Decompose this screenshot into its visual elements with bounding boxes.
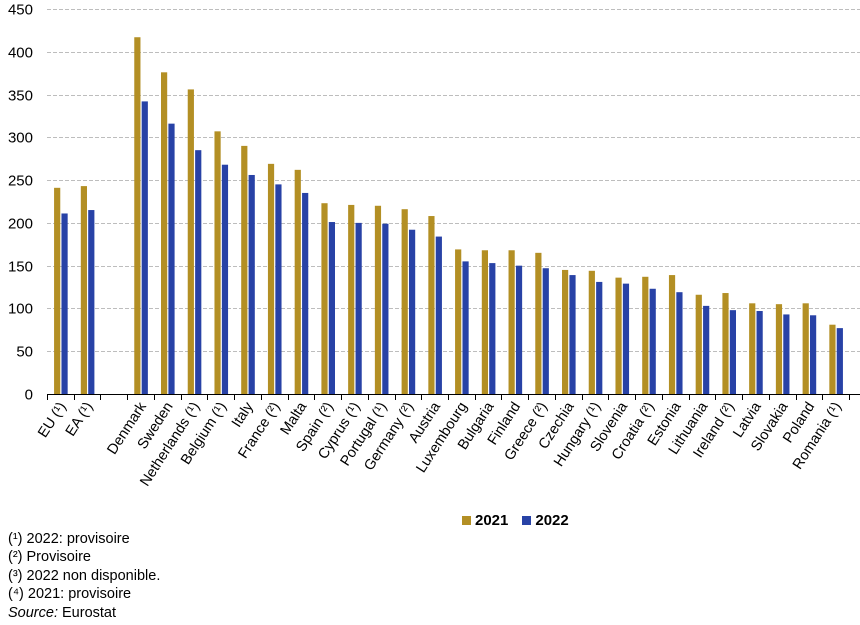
footnote-4: (⁴) 2021: provisoire [8, 586, 132, 603]
bar-2021 [374, 205, 382, 394]
bar-2022 [168, 123, 175, 395]
bar-2022 [810, 315, 817, 394]
bar-2021 [481, 250, 488, 394]
bar-2021 [535, 252, 542, 394]
bar-2022 [61, 213, 68, 394]
bar-2021 [161, 72, 168, 395]
bar-2021 [267, 163, 275, 394]
bar-2021 [214, 131, 221, 394]
bar-2022 [542, 268, 549, 394]
legend-swatch-2021 [462, 516, 471, 525]
bar-2021 [642, 276, 649, 394]
bar-2022 [355, 222, 362, 394]
legend-label-2022: 2022 [535, 512, 569, 529]
bar-2022 [756, 311, 763, 394]
bar-2022 [703, 305, 710, 394]
y-tick-label: 250 [8, 173, 33, 190]
y-tick-label: 450 [8, 2, 33, 19]
bar-2021 [722, 293, 729, 394]
bar-2022 [569, 275, 576, 394]
footnote-2: (²) Provisoire [8, 549, 91, 566]
bar-2021 [508, 250, 515, 394]
bar-2022 [676, 292, 683, 394]
bar-2022 [382, 223, 389, 394]
bar-2021 [695, 294, 702, 394]
legend-swatch-2022 [522, 516, 532, 525]
bar-2022 [221, 164, 229, 394]
bar-2021 [562, 269, 569, 394]
bar-2022 [462, 261, 469, 394]
y-tick-label: 400 [8, 45, 33, 62]
bar-2022 [302, 192, 309, 394]
x-tick-label: EA (¹) [63, 399, 97, 439]
y-tick-label: 150 [8, 259, 33, 276]
bar-2022 [489, 263, 496, 394]
bar-2021 [615, 277, 622, 394]
x-tick-label: EU (¹) [35, 399, 69, 440]
bar-2022 [649, 288, 656, 394]
bar-2022 [596, 281, 603, 394]
bar-2021 [294, 169, 301, 394]
bar-2022 [409, 229, 416, 394]
bar-2021 [775, 304, 783, 394]
bar-2022 [836, 328, 843, 394]
source-label: Source: [8, 604, 58, 621]
bar-2021 [829, 324, 836, 394]
y-tick-label: 100 [8, 301, 33, 318]
legend-item-2021: 2021 [462, 512, 508, 529]
bar-2021 [668, 275, 676, 394]
footnote-3: (³) 2022 non disponible. [8, 567, 161, 584]
legend-item-2022: 2022 [522, 512, 569, 529]
footnotes: (¹) 2022: provisoire (²) Provisoire (³) … [8, 530, 160, 622]
bar-2022 [275, 184, 282, 394]
bar-2021 [134, 37, 141, 394]
bar-2021 [401, 209, 408, 394]
bar-2021 [749, 303, 756, 394]
source-value: Eurostat [57, 604, 117, 621]
bar-2022 [248, 174, 255, 394]
bar-2022 [141, 101, 148, 395]
bar-2021 [241, 145, 248, 394]
bar-2021 [588, 270, 595, 394]
bar-2022 [435, 236, 442, 394]
bar-2022 [328, 222, 335, 394]
bar-2022 [622, 283, 630, 394]
y-tick-label: 350 [8, 88, 33, 105]
legend: 2021 2022 [462, 512, 569, 529]
bar-2021 [187, 89, 194, 394]
y-tick-label: 300 [8, 130, 33, 147]
legend-label-2021: 2021 [475, 512, 509, 529]
bar-2021 [54, 187, 61, 394]
bar-2021 [428, 216, 435, 394]
y-tick-label: 0 [25, 387, 33, 404]
bar-2021 [80, 186, 87, 394]
bar-2021 [348, 204, 355, 394]
bar-2021 [321, 203, 328, 394]
source-line: Source: Eurostat [8, 604, 160, 622]
bar-2022 [515, 265, 523, 394]
bar-2022 [783, 314, 790, 394]
bar-2021 [455, 249, 462, 394]
footnote-1: (¹) 2022: provisoire [8, 531, 130, 547]
bar-2022 [195, 150, 202, 394]
y-tick-label: 200 [8, 216, 33, 233]
bar-2022 [729, 310, 736, 394]
bar-2022 [88, 210, 95, 394]
y-tick-label: 50 [16, 344, 33, 361]
bar-2021 [802, 303, 809, 394]
